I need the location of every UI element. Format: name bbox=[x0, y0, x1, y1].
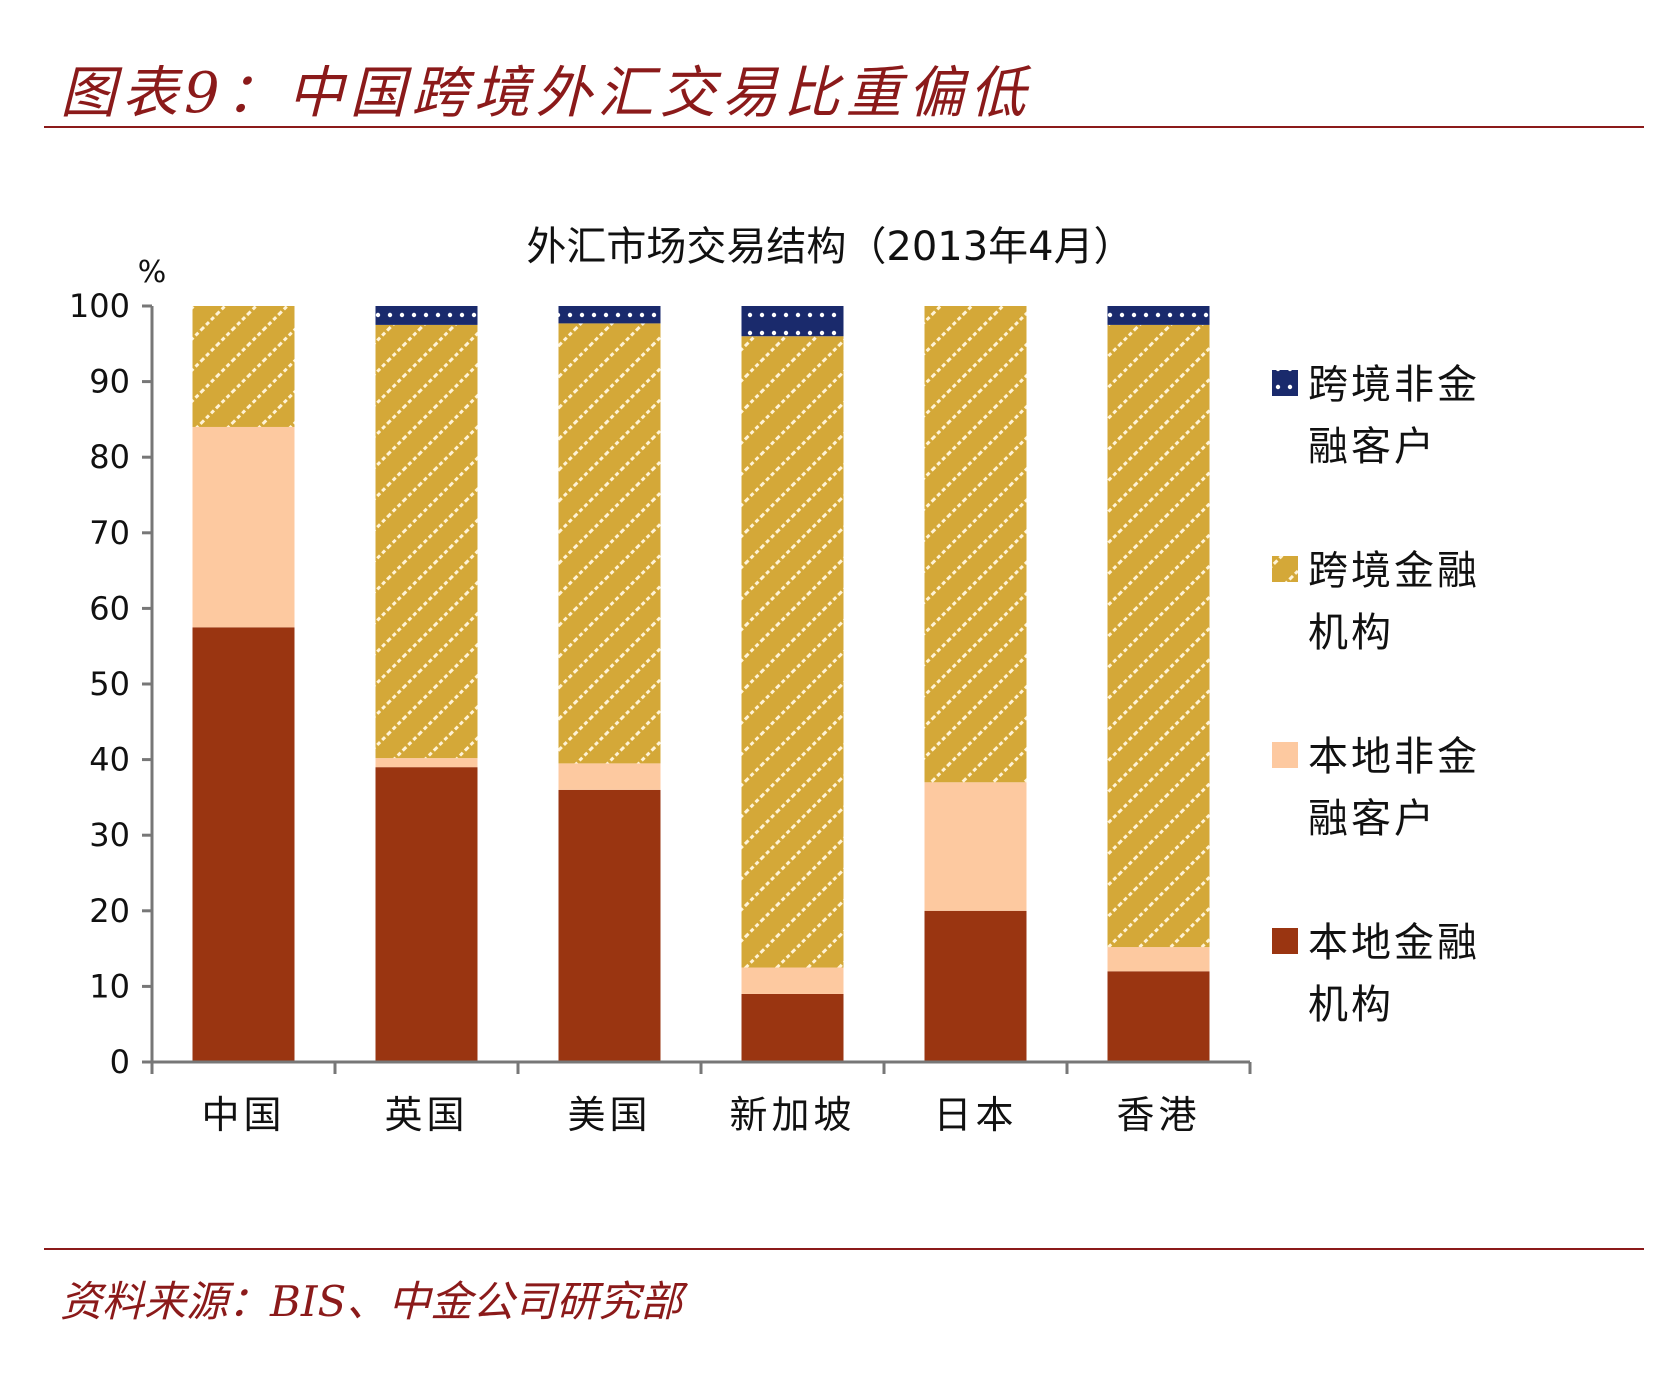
y-tick-label: 0 bbox=[110, 1043, 130, 1081]
bar-local_fin bbox=[924, 910, 1027, 1062]
bar-local_nonfin bbox=[192, 426, 295, 628]
legend-label: 机构 bbox=[1308, 982, 1394, 1028]
legend-label: 融客户 bbox=[1308, 796, 1437, 842]
y-tick-label: 60 bbox=[89, 589, 130, 627]
bar-local_fin bbox=[192, 627, 295, 1062]
x-tick-label: 香港 bbox=[1116, 1093, 1200, 1137]
y-tick-label: 40 bbox=[89, 741, 130, 779]
y-tick-label: 80 bbox=[89, 438, 130, 476]
bars-group bbox=[192, 306, 1210, 1062]
bar-cross_fin bbox=[924, 306, 1027, 783]
axes-group: 0 10 20 30 40 50 60 70 80 90 100 中国 英国 美国 新加坡 日本 香港 bbox=[69, 287, 1252, 1137]
y-tick-label: 10 bbox=[89, 967, 130, 1005]
bar-cross_fin bbox=[192, 306, 295, 427]
bar-local_nonfin bbox=[741, 967, 844, 994]
legend-item-local_nonfin: 本地非金融客户本地非金融客户 bbox=[1272, 734, 1480, 842]
bar-cross_fin bbox=[1107, 324, 1210, 948]
source-note: 资料来源：BIS、中金公司研究部 bbox=[60, 1277, 683, 1326]
bar-local_nonfin bbox=[1107, 947, 1210, 972]
legend-item-cross_fin: 跨境金融机构跨境金融机构 bbox=[1272, 548, 1480, 656]
y-tick-label: 90 bbox=[89, 363, 130, 401]
legend-swatch bbox=[1272, 742, 1298, 768]
legend-label: 本地金融 bbox=[1308, 920, 1480, 966]
bar-cross_nonfin bbox=[741, 306, 844, 337]
legend-label: 融客户 bbox=[1308, 424, 1437, 470]
chart-panel bbox=[46, 148, 1646, 1240]
x-tick-label: 日本 bbox=[933, 1093, 1017, 1137]
bar-local_fin bbox=[1107, 971, 1210, 1062]
bar-cross_nonfin bbox=[558, 306, 661, 324]
y-tick-label: 20 bbox=[89, 892, 130, 930]
legend-swatch bbox=[1272, 928, 1298, 954]
legend-swatch bbox=[1272, 370, 1298, 396]
y-tick-label: 50 bbox=[89, 665, 130, 703]
x-tick-label: 美国 bbox=[567, 1093, 651, 1137]
y-tick-label: 30 bbox=[89, 816, 130, 854]
bar-local_nonfin bbox=[558, 763, 661, 790]
figure-title: 图表9：中国跨境外汇交易比重偏低 bbox=[60, 61, 1032, 126]
legend: 跨境非金融客户跨境非金融客户跨境金融机构跨境金融机构本地非金融客户本地非金融客户… bbox=[1272, 362, 1480, 1028]
legend-item-cross_nonfin: 跨境非金融客户跨境非金融客户 bbox=[1272, 362, 1480, 470]
title-rule bbox=[44, 126, 1644, 128]
x-tick-label: 新加坡 bbox=[729, 1093, 855, 1137]
x-tick-label: 中国 bbox=[201, 1093, 285, 1137]
bar-cross_fin bbox=[558, 323, 661, 764]
y-tick-label: 70 bbox=[89, 514, 130, 552]
bar-local_fin bbox=[375, 767, 478, 1062]
bar-local_nonfin bbox=[375, 758, 478, 768]
bar-cross_nonfin bbox=[1107, 306, 1210, 325]
bar-local_nonfin bbox=[924, 782, 1027, 911]
chart-title: 外汇市场交易结构（2013年4月） bbox=[526, 224, 1133, 270]
bar-cross_fin bbox=[375, 324, 478, 759]
source-rule bbox=[44, 1248, 1644, 1250]
y-axis-unit: % bbox=[138, 255, 167, 290]
x-tick-label: 英国 bbox=[384, 1093, 468, 1137]
bar-local_fin bbox=[558, 789, 661, 1062]
legend-item-local_fin: 本地金融机构本地金融机构 bbox=[1272, 920, 1480, 1028]
bar-local_fin bbox=[741, 993, 844, 1062]
legend-swatch bbox=[1272, 556, 1298, 582]
legend-label: 本地非金 bbox=[1308, 734, 1480, 780]
bar-cross_nonfin bbox=[375, 306, 478, 325]
bar-cross_fin bbox=[741, 336, 844, 968]
legend-label: 机构 bbox=[1308, 610, 1394, 656]
y-tick-label: 100 bbox=[69, 287, 130, 325]
legend-label: 跨境非金 bbox=[1308, 362, 1480, 408]
legend-label: 跨境金融 bbox=[1308, 548, 1480, 594]
